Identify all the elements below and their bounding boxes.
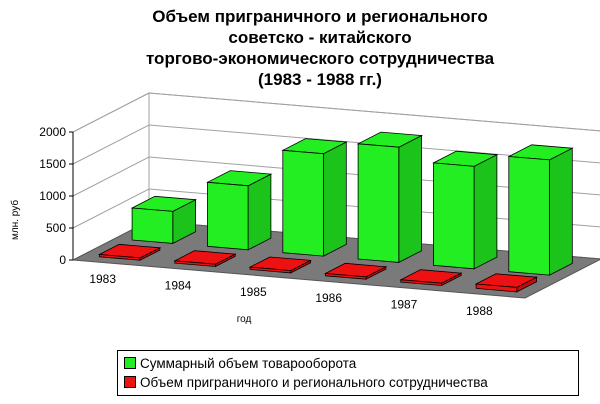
bar-border-1985-shade bbox=[290, 260, 311, 273]
bar-border-1988-shade bbox=[516, 277, 537, 292]
chart-title-line: торгово-экономического сотрудничества bbox=[145, 49, 495, 68]
bar-total-1988-shade bbox=[549, 148, 573, 276]
legend-item-total: Суммарный объем товарооборота bbox=[124, 354, 356, 372]
bar-total-1984-shade bbox=[248, 174, 271, 250]
bar-total-1987-shade bbox=[474, 154, 497, 269]
bar-total-1986 bbox=[356, 131, 424, 264]
bar-border-1987 bbox=[399, 269, 463, 287]
x-tick-label: 1984 bbox=[165, 279, 192, 293]
bar-total-1985-shade bbox=[323, 142, 347, 257]
bar-total-1984 bbox=[206, 170, 273, 251]
bar-border-1988-front bbox=[475, 283, 518, 293]
bar-total-1987-front bbox=[433, 162, 475, 270]
bar-total-1986-front bbox=[357, 143, 400, 263]
y-tick-label: 2000 bbox=[39, 125, 66, 139]
bar-total-1987 bbox=[432, 150, 499, 270]
legend-item-border: Объем приграничного и регионального сотр… bbox=[124, 373, 488, 391]
x-tick-label: 1986 bbox=[315, 291, 342, 305]
bar-total-1983-shade bbox=[172, 199, 196, 244]
bar-total-1983 bbox=[130, 195, 198, 245]
bar-border-1986-front bbox=[324, 273, 367, 280]
x-tick-label: 1988 bbox=[466, 304, 493, 318]
y-tick-label: 500 bbox=[46, 221, 66, 235]
bar-total-1985-front bbox=[282, 149, 324, 257]
chart-title-line: советско - китайского bbox=[228, 28, 412, 47]
chart-floor bbox=[71, 220, 600, 299]
bar-border-1983-shade bbox=[140, 247, 160, 261]
bar-border-1985-front bbox=[249, 266, 292, 274]
bar-total-1988 bbox=[507, 144, 574, 276]
chart-title-line: Объем приграничного и регионального bbox=[152, 7, 488, 26]
bar-total-1983-front bbox=[131, 207, 174, 244]
bar-total-1988-front bbox=[508, 156, 550, 276]
bar-border-1988 bbox=[474, 273, 539, 293]
gridline bbox=[72, 124, 600, 165]
x-tick-label: 1983 bbox=[89, 272, 116, 286]
bar-total-1986-shade bbox=[398, 135, 422, 263]
legend-label-border: Объем приграничного и регионального сотр… bbox=[140, 374, 488, 390]
bar-border-1983 bbox=[97, 243, 162, 261]
y-tick-label: 1000 bbox=[39, 189, 66, 203]
bar-border-1985 bbox=[248, 256, 313, 274]
y-tick-label: 0 bbox=[59, 253, 66, 267]
bar-border-1986-shade bbox=[366, 266, 386, 280]
chart-title-line: (1983 - 1988 гг.) bbox=[258, 70, 382, 89]
legend-label-total: Суммарный объем товарооборота bbox=[140, 355, 357, 371]
y-axis-title: млн. руб bbox=[9, 200, 21, 240]
bar-border-1984-shade bbox=[215, 254, 236, 267]
legend-swatch-green bbox=[124, 357, 136, 369]
gridline bbox=[72, 92, 600, 133]
bar-border-1984-front bbox=[174, 260, 216, 267]
bar-border-1984 bbox=[173, 250, 237, 268]
x-axis-title: год bbox=[237, 314, 252, 325]
x-tick-label: 1987 bbox=[391, 298, 418, 312]
y-tick-label: 1500 bbox=[39, 157, 66, 171]
legend-swatch-red bbox=[124, 376, 136, 388]
bar-total-1984-front bbox=[207, 181, 249, 251]
bar-border-1986 bbox=[323, 262, 388, 280]
bar-border-1987-front bbox=[400, 279, 442, 286]
chart-title: Объем приграничного и регионального сове… bbox=[60, 6, 580, 90]
bar-total-1985 bbox=[281, 138, 348, 257]
bar-border-1983-front bbox=[99, 254, 141, 261]
legend: Суммарный объем товарооборота Объем приг… bbox=[117, 350, 579, 396]
bar-border-1987-shade bbox=[441, 273, 462, 286]
x-tick-label: 1985 bbox=[240, 285, 267, 299]
